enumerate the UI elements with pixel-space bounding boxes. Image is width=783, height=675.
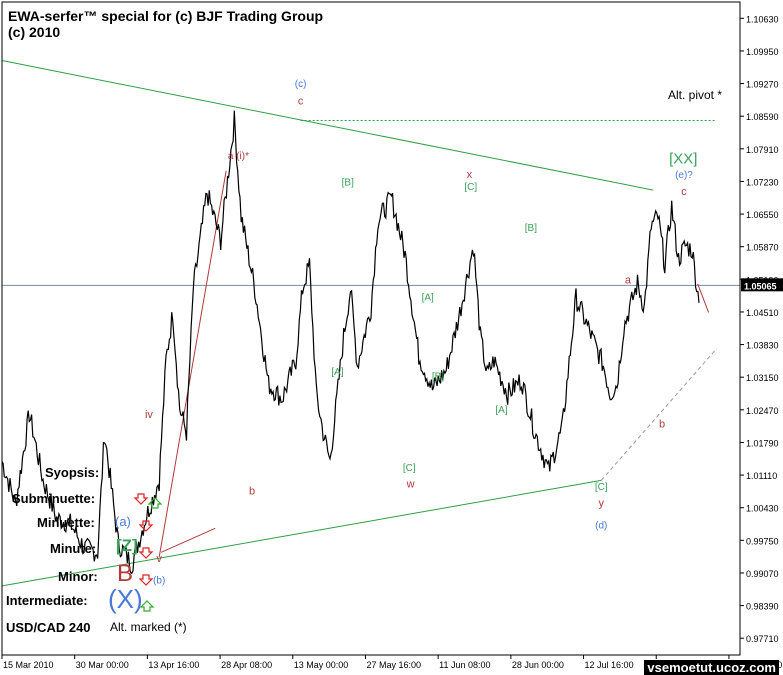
legend-minuette-mark: (a)	[115, 514, 131, 529]
arrow-up-icon	[139, 600, 155, 612]
wave-label: [C]	[595, 482, 608, 493]
wave-label: (d)	[595, 520, 607, 531]
watermark: vsemoetut.ucoz.com	[644, 660, 779, 675]
y-tick-label: 0.99070	[746, 569, 779, 579]
y-tick-label: 1.07230	[746, 177, 779, 187]
legend-intermediate-mark: (X)	[108, 584, 143, 614]
trendline-green	[1, 60, 654, 191]
legend-minute-mark: [Z]	[116, 536, 138, 555]
wave-label: w	[406, 479, 415, 491]
y-tick-label: 1.09950	[746, 47, 779, 57]
wave-label: (b)	[153, 576, 165, 587]
legend-minor-mark: B	[117, 560, 134, 587]
y-tick-label: 0.99750	[746, 536, 779, 546]
wave-label: y	[599, 498, 605, 510]
wave-label: b	[249, 486, 255, 498]
trendline-red	[158, 170, 227, 558]
y-tick-label: 1.01790	[746, 438, 779, 448]
trendline-grey	[600, 348, 718, 481]
current-price-tag	[741, 278, 783, 292]
wave-label: [A]	[422, 292, 434, 303]
wave-label: [B]	[342, 177, 354, 188]
wave-label: b	[659, 419, 665, 431]
alt-pivot-label: Alt. pivot *	[668, 88, 723, 102]
x-tick-label: 15 Mar 2010	[3, 660, 54, 670]
y-tick-label: 1.05870	[746, 243, 779, 253]
legend-alt-marked: Alt. marked (*)	[110, 620, 187, 634]
wave-label: v	[156, 553, 162, 565]
chart-title: EWA-serfer™ special for (c) BJF Trading …	[8, 8, 324, 24]
legend-subminuette: Subminuette:	[12, 491, 96, 506]
wave-label: [A]	[495, 405, 507, 416]
x-tick-label: 12 Jul 16:00	[585, 660, 634, 670]
y-tick-label: 1.09270	[746, 80, 779, 90]
wave-label: [B]	[525, 223, 537, 234]
price-line	[1, 110, 700, 575]
x-tick-label: 28 Apr 08:00	[221, 660, 272, 670]
arrow-down-icon	[138, 520, 154, 532]
trendline-red	[161, 527, 216, 553]
wave-label: [A]	[331, 367, 343, 378]
trendlines	[1, 60, 718, 587]
wave-label: (e)?	[675, 170, 693, 181]
x-tick-label: 13 May 00:00	[294, 660, 349, 670]
x-tick-label: 27 May 16:00	[366, 660, 421, 670]
y-tick-label: 1.06550	[746, 210, 779, 220]
y-tick-label: 0.97710	[746, 634, 779, 644]
x-tick-label: 11 Jun 08:00	[439, 660, 490, 670]
wave-label: c	[681, 186, 687, 198]
arrow-up-icon	[147, 497, 163, 509]
current-price-text: 1.05065	[744, 281, 777, 291]
wave-label: [XX]	[669, 151, 697, 168]
chart-subtitle: (c) 2010	[8, 24, 61, 40]
y-tick-label: 1.03830	[746, 341, 779, 351]
price-series	[1, 110, 700, 575]
y-tick-label: 1.02470	[746, 406, 779, 416]
x-tick-label: 30 Mar 00:00	[76, 660, 129, 670]
wave-label: x	[467, 169, 473, 181]
y-tick-label: 1.08590	[746, 112, 779, 122]
y-tick-label: 0.98390	[746, 602, 779, 612]
legend-symbol: USD/CAD 240	[6, 620, 91, 635]
y-tick-label: 1.10630	[746, 14, 779, 24]
wave-label: a	[625, 275, 632, 287]
legend-intermediate: Intermediate:	[6, 593, 88, 608]
wave-label: [B]	[432, 372, 444, 383]
plot-frame	[1, 1, 741, 656]
wave-label: [C]	[403, 463, 416, 474]
wave-label: c	[298, 96, 304, 108]
arrow-down-icon	[138, 547, 154, 559]
wave-label: a (i)*	[228, 151, 249, 162]
legend-minor: Minor:	[58, 569, 98, 584]
y-tick-label: 1.03150	[746, 373, 779, 383]
arrow-down-icon	[138, 574, 154, 586]
wave-label: iv	[145, 409, 153, 421]
legend-syopsis: Syopsis:	[45, 465, 100, 480]
x-tick-label: 13 Apr 16:00	[148, 660, 199, 670]
y-tick-label: 1.07910	[746, 145, 779, 155]
trendline-red	[697, 283, 710, 313]
y-tick-label: 1.01110	[746, 471, 777, 481]
legend-minute: Minute:	[50, 541, 97, 556]
wave-labels: (c)ca (i)*[B]x[C][B][XX](e)?ca[A][A] [B][…	[133, 79, 697, 612]
legend-minuette: Minuette:	[37, 515, 95, 530]
arrow-down-icon	[133, 493, 149, 505]
y-tick-label: 1.04510	[746, 308, 779, 318]
y-tick-label: 1.00430	[746, 504, 779, 514]
wave-label: (c)	[295, 79, 307, 90]
x-tick-label: 28 Jun 00:00	[512, 660, 564, 670]
wave-label: [C]	[464, 182, 477, 193]
trendline-green	[1, 479, 602, 587]
